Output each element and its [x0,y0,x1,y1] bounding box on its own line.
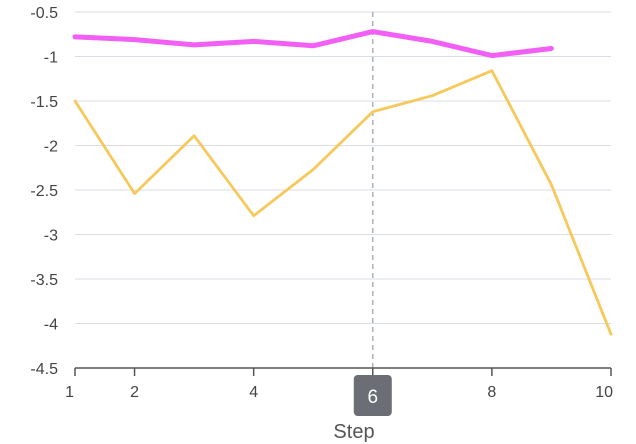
series-line-1 [72,29,554,59]
y-tick-label: -1 [44,50,58,67]
y-tick-label: -0.5 [30,5,58,22]
y-tick-label: -4 [44,317,58,334]
hover-x-badge-bg [353,375,392,416]
y-tick-label: -3.5 [30,272,58,289]
series-lines [72,29,613,336]
hover-x-value: 6 [367,387,378,408]
x-tick-label: 4 [249,384,258,401]
y-tick-label: -3 [44,228,58,245]
y-tick-label: -4.5 [30,361,58,378]
series-line-2 [73,69,613,336]
y-tick-label: -2.5 [30,183,58,200]
y-axis-tick-labels: -0.5 -1 -1.5 -2 -2.5 -3 -3.5 -4 -4.5 [30,5,58,378]
x-tick-label: 10 [595,384,613,401]
x-tick-label: 2 [130,384,139,401]
grid-lines [75,11,611,324]
x-axis: 1 2 4 8 10 [65,367,613,401]
y-tick-label: -2 [44,139,58,156]
x-axis-title: Step [333,421,374,443]
y-tick-label: -1.5 [30,94,58,111]
x-tick-label: 1 [65,384,74,401]
hover-x-badge: 6 [353,375,392,416]
x-tick-label: 8 [487,384,496,401]
